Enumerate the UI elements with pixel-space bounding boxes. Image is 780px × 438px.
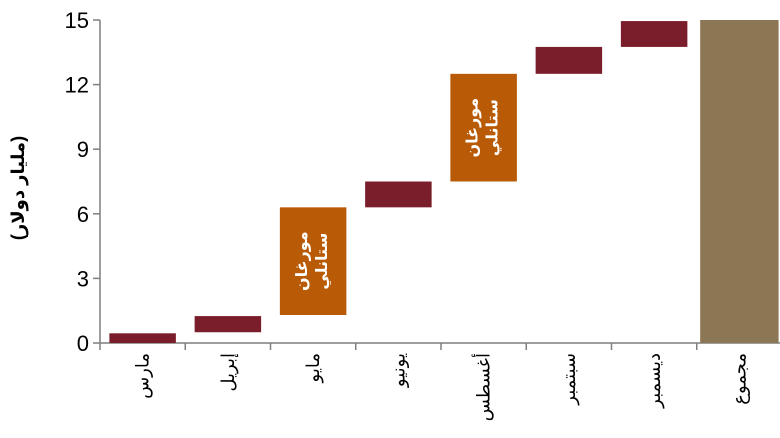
y-tick-label: 3	[77, 266, 89, 291]
bar-3	[279, 207, 347, 316]
y-axis: 0 3 6 9 12 15	[65, 8, 101, 356]
y-tick-label: 9	[77, 137, 89, 162]
x-tick-label: مارس	[133, 353, 153, 399]
bar-label: مورغان ستانلي	[294, 231, 332, 291]
total-bar	[700, 20, 779, 343]
x-tick-label: إبريل	[218, 353, 239, 392]
bar-label: مورغان ستانلي	[465, 98, 503, 158]
x-tick-label: مايو	[303, 353, 324, 383]
bar-4	[365, 181, 432, 208]
x-tick-label: ديسمبر	[644, 353, 665, 409]
bar-1	[109, 333, 176, 343]
y-tick-label: 15	[65, 8, 89, 33]
bar-6	[535, 46, 603, 74]
x-tick-label: أغسطس	[472, 353, 494, 421]
y-tick-label: 6	[77, 202, 89, 227]
x-axis: مارس إبريل مايو يونيو أغسطس سبتمبر ديسمبر مجموع	[99, 342, 780, 421]
bar-5	[450, 73, 517, 182]
x-tick-label: سبتمبر	[559, 353, 580, 406]
x-tick-label: مجموع	[729, 353, 750, 405]
x-tick-label: يونيو	[388, 353, 409, 388]
bar-2	[194, 316, 262, 333]
bars: مورغان ستانلي مورغان ستانلي	[109, 20, 779, 343]
y-tick-label: 12	[65, 73, 89, 98]
y-tick-label: 0	[77, 331, 89, 356]
y-axis-title: (مليار دولار)	[8, 136, 29, 240]
bar-7	[620, 21, 688, 47]
